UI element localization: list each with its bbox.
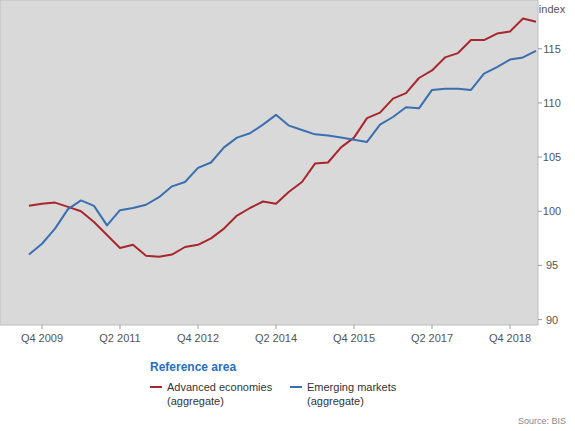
legend-title: Reference area bbox=[150, 360, 236, 374]
y-tick bbox=[538, 48, 542, 49]
x-tick-label: Q4 2012 bbox=[177, 332, 219, 344]
plot-area bbox=[0, 0, 538, 325]
x-tick-label: Q2 2014 bbox=[255, 332, 297, 344]
legend-label: Emerging markets(aggregate) bbox=[307, 381, 397, 407]
legend-swatch bbox=[290, 386, 302, 388]
x-tick bbox=[354, 325, 355, 329]
chart: 90 95 100 105 110 115 index Q4 2009 Q2 2011 Q4 20… bbox=[0, 0, 575, 431]
y-tick bbox=[538, 265, 542, 266]
y-tick-label: 100 bbox=[543, 205, 561, 217]
source-note: Source: BIS bbox=[518, 416, 566, 426]
series-line bbox=[29, 18, 536, 256]
x-tick-label: Q2 2017 bbox=[411, 332, 453, 344]
x-tick bbox=[120, 325, 121, 329]
x-tick bbox=[198, 325, 199, 329]
x-tick-label: Q4 2009 bbox=[21, 332, 63, 344]
x-tick-label: Q2 2011 bbox=[99, 332, 140, 344]
x-tick bbox=[432, 325, 433, 329]
y-tick-label: 90 bbox=[546, 314, 558, 326]
x-tick-label: Q4 2018 bbox=[489, 332, 531, 344]
y-axis-label: index bbox=[539, 3, 566, 15]
legend-label: Advanced economies(aggregate) bbox=[167, 381, 273, 407]
series-line bbox=[29, 51, 536, 255]
x-tick bbox=[276, 325, 277, 329]
x-tick bbox=[510, 325, 511, 329]
y-tick-label: 110 bbox=[543, 97, 561, 109]
y-tick bbox=[538, 102, 542, 103]
x-tick-label: Q4 2015 bbox=[333, 332, 375, 344]
x-tick bbox=[42, 325, 43, 329]
y-tick-label: 115 bbox=[543, 43, 561, 55]
legend-swatch bbox=[150, 386, 162, 388]
series-group bbox=[29, 18, 536, 256]
y-tick bbox=[538, 211, 542, 212]
y-tick-label: 105 bbox=[543, 151, 561, 163]
y-tick-label: 95 bbox=[546, 259, 558, 271]
y-tick bbox=[538, 157, 542, 158]
y-tick bbox=[538, 319, 542, 320]
